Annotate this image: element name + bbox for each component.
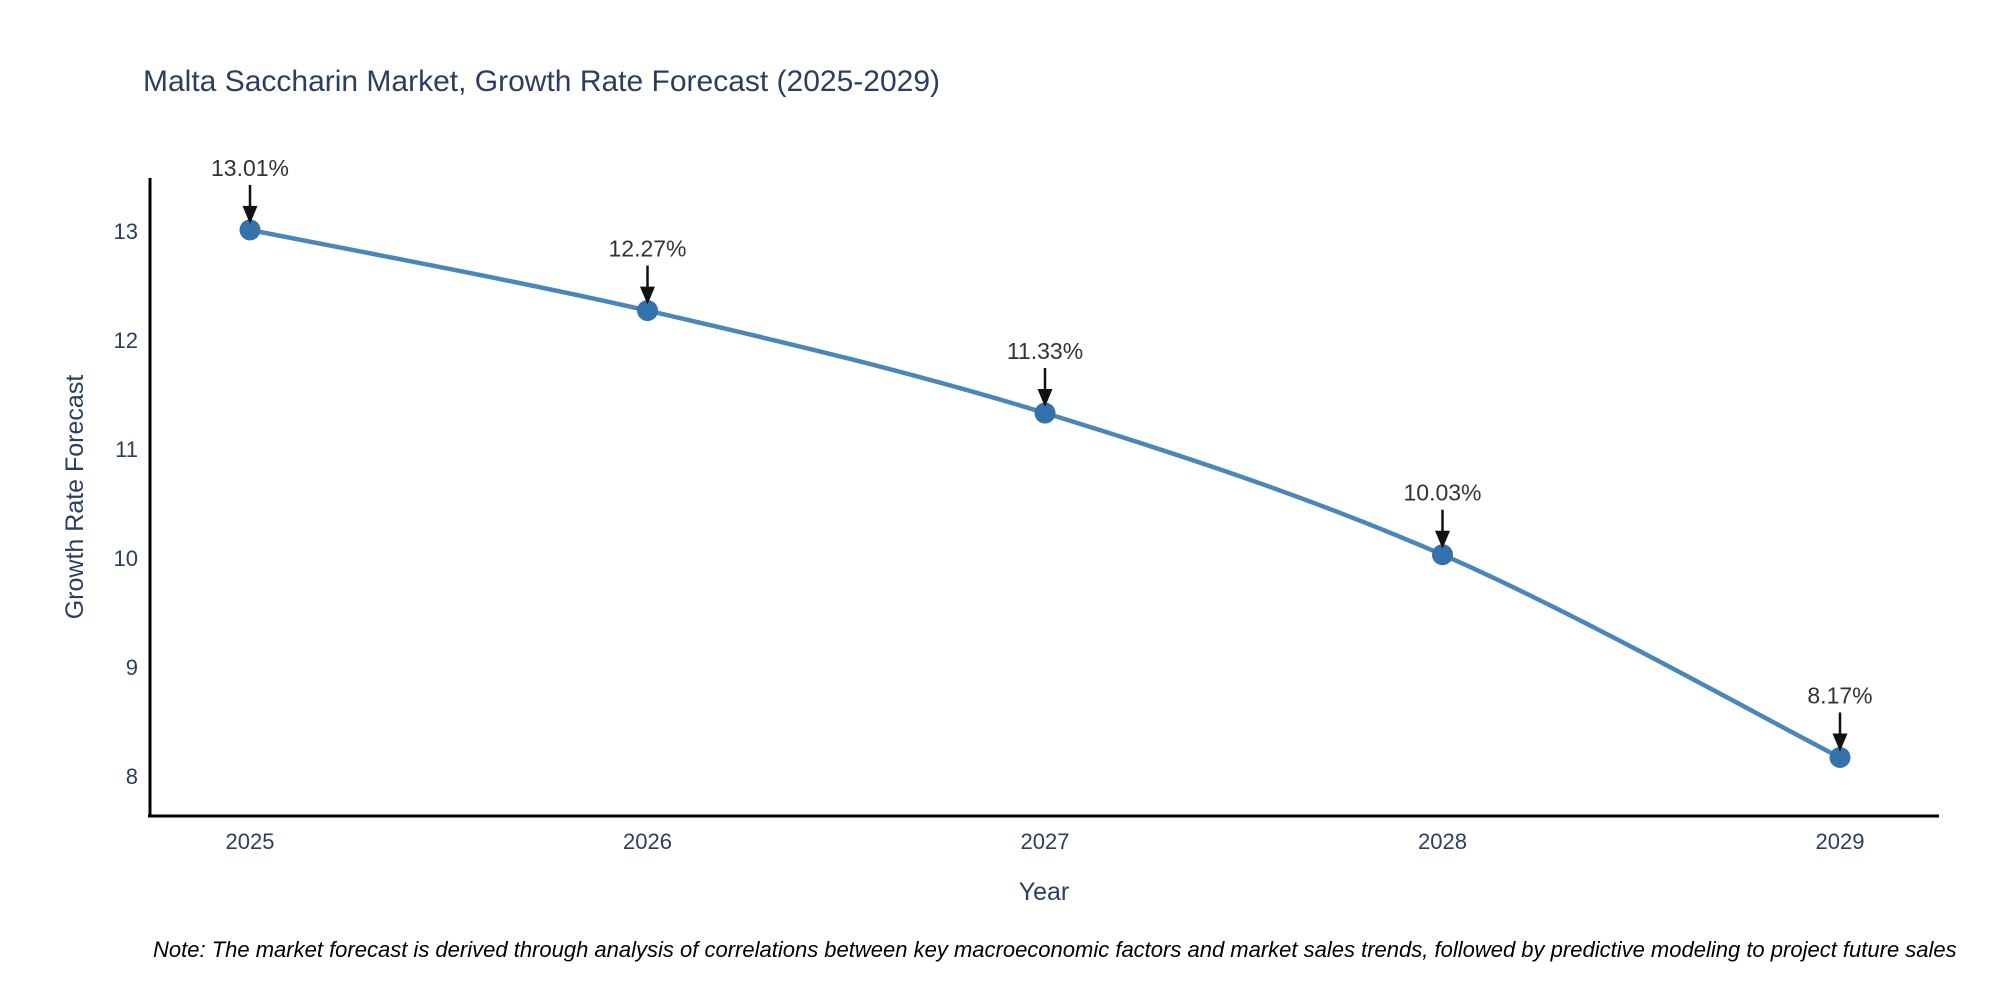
y-tick-label: 9: [126, 655, 138, 680]
data-point-marker[interactable]: [637, 300, 658, 322]
y-tick-label: 13: [114, 219, 138, 244]
x-tick-label: 2025: [226, 829, 275, 854]
data-annotations: 13.01% 12.27% 11.33% 10.03% 8.17%: [211, 155, 1873, 752]
x-axis-title: Year: [1019, 878, 1070, 906]
y-tick-label: 8: [126, 764, 138, 789]
data-point-label: 11.33%: [1007, 338, 1083, 364]
data-point-label: 12.27%: [608, 236, 686, 262]
chart-title: Malta Saccharin Market, Growth Rate Fore…: [143, 65, 940, 98]
y-axis-ticks: 13 12 11 10 9 8: [114, 219, 138, 789]
x-tick-label: 2026: [623, 829, 672, 854]
chart-canvas: Malta Saccharin Market, Growth Rate Fore…: [40, 16, 2000, 1000]
y-axis-title: Growth Rate Forecast: [61, 375, 89, 620]
data-point-marker[interactable]: [239, 219, 261, 241]
data-point-marker[interactable]: [1034, 402, 1056, 424]
data-point-marker[interactable]: [1432, 544, 1453, 566]
y-tick-label: 10: [114, 546, 138, 571]
data-markers: [239, 219, 1851, 768]
x-tick-label: 2029: [1816, 829, 1865, 854]
growth-rate-forecast-chart: Malta Saccharin Market, Growth Rate Fore…: [40, 16, 2000, 1000]
annotation-arrowhead-icon: [1832, 733, 1848, 752]
annotation-arrowhead-icon: [242, 205, 258, 224]
x-tick-label: 2028: [1418, 829, 1467, 854]
x-tick-label: 2027: [1021, 829, 1070, 854]
annotation-arrowhead-icon: [1435, 530, 1450, 549]
y-tick-label: 12: [114, 328, 138, 353]
data-point-label: 10.03%: [1403, 480, 1481, 506]
annotation-arrowhead-icon: [640, 286, 655, 305]
x-axis-ticks: 2025 2026 2027 2028 2029: [226, 829, 1865, 854]
plot-background: [40, 16, 2000, 1000]
data-point-label: 8.17%: [1807, 682, 1872, 708]
y-tick-label: 11: [115, 437, 138, 462]
data-point-marker[interactable]: [1829, 746, 1851, 768]
data-point-label: 13.01%: [211, 155, 289, 181]
chart-footnote: Note: The market forecast is derived thr…: [153, 937, 1957, 962]
annotation-arrowhead-icon: [1037, 389, 1053, 408]
